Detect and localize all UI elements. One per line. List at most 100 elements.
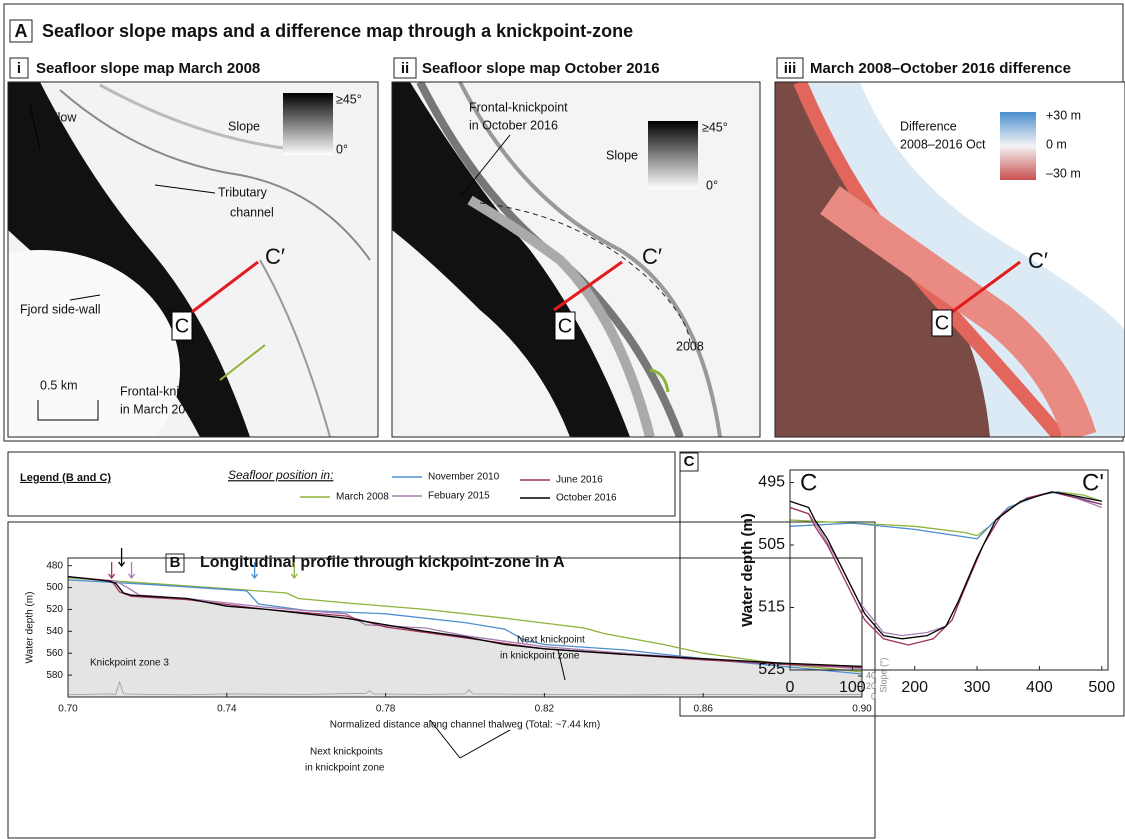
knickpoint-arrow: [108, 562, 116, 580]
annotation: C: [800, 469, 817, 496]
line: [789, 491, 1103, 537]
arrow: [461, 134, 511, 196]
annotation: 2008: [676, 339, 704, 353]
section-end: C: [558, 315, 572, 337]
arrow: [219, 344, 266, 381]
x-tick-label: 400: [1026, 679, 1053, 696]
legend-heading: Seafloor position in:: [228, 468, 333, 482]
legend-frame: [7, 451, 676, 517]
legend-min: 0°: [706, 178, 718, 192]
scale-bar-label: 0.5 km: [40, 378, 78, 392]
annotation: Frontal-knickpoint: [120, 384, 219, 398]
legend-max: ≥45°: [336, 92, 362, 106]
y-axis-label: Water depth (m): [739, 513, 756, 627]
x-tick-label: 500: [1088, 679, 1115, 696]
difference-scale: [1000, 112, 1036, 180]
section-end: C: [935, 312, 949, 334]
y-tick-label: 520: [46, 604, 63, 615]
section-line: [951, 260, 1021, 314]
legend-label: March 2008: [336, 492, 389, 503]
panel-c-frame: [679, 451, 1125, 717]
annotation: C': [1082, 469, 1104, 496]
legend: March 2008 November 2010 Febuary 2015 June …: [300, 472, 617, 504]
map-title: March 2008–October 2016 difference: [810, 60, 1071, 77]
x-tick-label: 0.74: [217, 704, 237, 715]
line: [67, 681, 863, 696]
annotation: Next knickpoints: [310, 747, 383, 758]
y-tick-label: 540: [46, 626, 63, 637]
map-frame: [7, 81, 379, 438]
knickpoint-arrow: [118, 548, 126, 568]
annotation: Frontal-knickpoint: [469, 100, 568, 114]
map-frame: [774, 81, 1125, 438]
arrow: [29, 104, 41, 151]
annotation: channel: [230, 205, 274, 219]
section-end: C′: [265, 244, 285, 269]
legend-label: Febuary 2015: [428, 491, 490, 502]
migration-arrow: [479, 202, 691, 346]
y-tick-label: 505: [758, 536, 785, 553]
line: [789, 491, 1102, 540]
legend-title: Slope: [228, 119, 260, 133]
y-tick-label: 480: [46, 560, 63, 571]
y-axis-label: Water depth (m): [25, 592, 36, 664]
map-label: iii: [784, 60, 797, 77]
annotation: in knickpoint zone: [305, 763, 385, 774]
x-tick-label: 0.86: [693, 704, 713, 715]
annotation: in March 2008: [120, 402, 199, 416]
annotation: Next knickpoint: [517, 635, 585, 646]
label-box: [554, 311, 576, 341]
line: [789, 491, 1102, 646]
legend-title: Legend (B and C): [20, 472, 111, 484]
chart-title: Longitudinal profile through kickpoint-z…: [200, 554, 565, 571]
label-box: [171, 311, 193, 341]
y-tick-label: 525: [758, 661, 785, 678]
line: [67, 577, 863, 673]
legend-mid: 0 m: [1046, 137, 1067, 151]
pointer: [459, 729, 511, 759]
x-axis-label: Normalized distance along channel thalwe…: [330, 720, 600, 731]
annotation: Difference: [900, 119, 957, 133]
legend-label: October 2016: [556, 493, 617, 504]
y-tick-label: 500: [46, 582, 63, 593]
section-line: [553, 260, 623, 312]
arrow: [154, 184, 216, 194]
map-title: Seafloor slope map October 2016: [422, 60, 660, 77]
label-box: [776, 57, 804, 79]
panel-label: C: [684, 453, 695, 470]
annotation: 2008–2016 Oct: [900, 137, 986, 151]
y-tick-label: 560: [46, 648, 63, 659]
pointer: [429, 719, 461, 759]
line: [67, 575, 863, 668]
map-frame: [391, 81, 761, 438]
plot-frame: [67, 557, 863, 698]
x-tick-label: 100: [839, 679, 866, 696]
label-box: [679, 452, 699, 472]
charts: 480 500 520 540 560 580 0.70 0.74 0.78 0.82 0.86 0.…: [25, 452, 1115, 774]
x-tick-label: 0.70: [58, 704, 78, 715]
label-box: [393, 57, 417, 79]
map-title: Seafloor slope map March 2008: [36, 60, 260, 77]
scale-bar: [37, 400, 99, 421]
annotation: Flow: [50, 110, 77, 124]
legend-max: ≥45°: [702, 120, 728, 134]
x-tick-label: 0: [786, 679, 795, 696]
label-box: [165, 553, 185, 573]
knickpoint-arrow: [290, 562, 298, 580]
label-box: [9, 57, 29, 79]
legend-label: November 2010: [428, 472, 500, 483]
map-label: ii: [401, 60, 409, 77]
panel-label: B: [170, 554, 181, 571]
annotation: Tributary: [218, 185, 268, 199]
section-end: C′: [1028, 248, 1048, 273]
section-end: C′: [642, 244, 662, 269]
knickpoint-arrow: [251, 562, 259, 580]
slope-scale: [648, 121, 698, 189]
panel-b-frame: [7, 521, 876, 839]
annotation: Knickpoint zone 3: [90, 658, 169, 669]
x-tick-label: 300: [964, 679, 991, 696]
panel-title: Seafloor slope maps and a difference map…: [42, 21, 633, 41]
section-line: [191, 260, 259, 314]
y-tick-label: 580: [46, 670, 63, 681]
